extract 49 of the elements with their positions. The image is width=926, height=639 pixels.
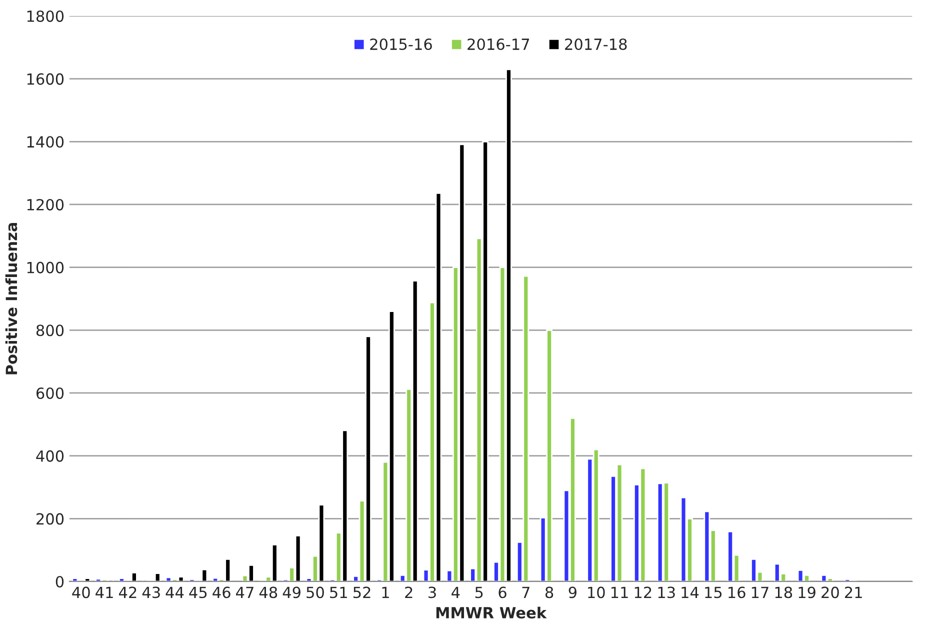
y-tick-label: 600	[36, 387, 64, 400]
x-tick-label: 21	[844, 586, 862, 598]
x-tick-label: 42	[118, 586, 136, 598]
x-tick-label: 7	[522, 586, 530, 598]
y-tick-label: 400	[36, 450, 64, 462]
x-tick-label: 46	[212, 586, 230, 598]
x-tick-label: 13	[658, 586, 675, 598]
x-tick-label: 10	[588, 586, 605, 598]
x-tick-label: 17	[752, 586, 768, 598]
y-tick-label: 1400	[27, 136, 64, 148]
y-tick-label: 0	[56, 576, 64, 588]
x-tick-label: 41	[96, 586, 113, 598]
x-tick-label: 16	[728, 586, 746, 598]
x-tick-label: 18	[775, 586, 792, 598]
x-tick-label: 50	[306, 586, 324, 598]
x-tick-label: 52	[354, 586, 370, 598]
x-tick-label: 8	[545, 586, 554, 598]
x-tick-label: 3	[428, 586, 436, 598]
y-tick-label: 1200	[27, 198, 64, 210]
y-tick-label: 200	[36, 513, 64, 525]
x-tick-label: 15	[705, 586, 722, 598]
y-axis-title: Positive Influenza	[5, 222, 18, 374]
x-tick-label: 20	[822, 586, 839, 598]
x-tick-label: 44	[166, 586, 184, 598]
y-tick-label: 800	[36, 324, 64, 336]
x-tick-label: 40	[72, 586, 90, 598]
legend-label: 2015-16	[370, 38, 432, 50]
y-tick-label: 1800	[27, 10, 64, 22]
y-tick-label: 1600	[27, 73, 64, 85]
x-tick-label: 5	[475, 586, 483, 598]
x-tick-label: 11	[611, 586, 628, 598]
x-tick-label: 43	[142, 586, 160, 598]
x-tick-label: 45	[189, 586, 207, 598]
x-tick-label: 49	[282, 586, 300, 598]
x-tick-label: 51	[330, 586, 347, 598]
legend-label: 2017-18	[565, 38, 627, 50]
x-tick-label: 12	[634, 586, 652, 598]
x-tick-label: 48	[259, 586, 278, 598]
x-tick-label: 1	[382, 586, 389, 598]
x-tick-label: 2	[405, 586, 412, 598]
x-tick-label: 4	[452, 586, 460, 598]
x-tick-label: 14	[682, 586, 699, 598]
x-tick-label: 19	[798, 586, 816, 598]
x-axis-title: MMWR Week	[436, 606, 547, 619]
x-tick-label: 6	[498, 586, 506, 598]
x-tick-label: 47	[236, 586, 254, 598]
legend-label: 2016-17	[468, 38, 530, 50]
x-tick-label: 9	[568, 586, 576, 598]
y-tick-label: 1000	[27, 262, 64, 274]
